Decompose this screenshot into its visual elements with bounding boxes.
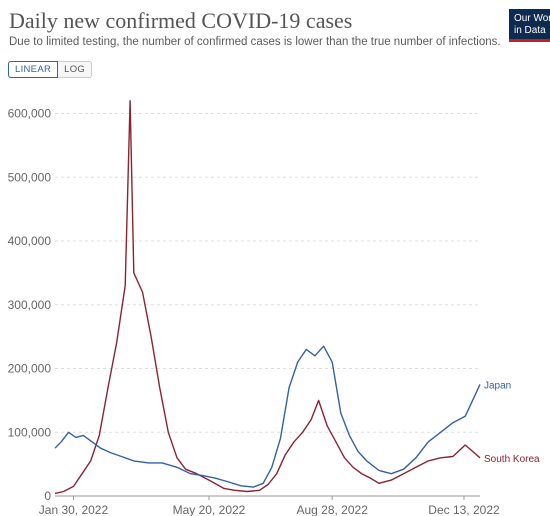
y-tick-label: 600,000 <box>8 107 52 121</box>
x-tick-label: Jan 30, 2022 <box>39 503 109 516</box>
logo-line-1: Our World <box>514 13 550 24</box>
x-tick-label: Dec 13, 2022 <box>428 503 500 516</box>
series-label-japan: Japan <box>484 380 511 391</box>
chart-title: Daily new confirmed COVID-19 cases <box>9 8 353 33</box>
series-line-japan[interactable] <box>54 345 481 488</box>
chart-subtitle: Due to limited testing, the number of co… <box>9 36 501 48</box>
logo-line-2: in Data <box>514 25 546 36</box>
series-line-south-korea[interactable] <box>54 100 481 495</box>
y-tick-label: 200,000 <box>8 362 52 376</box>
logo-accent-bar <box>509 39 550 42</box>
x-tick-label: May 20, 2022 <box>173 503 246 516</box>
y-tick-label: 300,000 <box>8 298 52 312</box>
log-scale-button[interactable]: LOG <box>58 61 93 78</box>
linear-scale-button[interactable]: LINEAR <box>8 61 59 78</box>
owid-logo[interactable]: Our World in Data <box>509 9 550 42</box>
y-tick-label: 100,000 <box>8 425 52 439</box>
scale-toggle: LINEAR LOG <box>8 61 93 78</box>
y-tick-label: 400,000 <box>8 234 52 248</box>
y-tick-label: 500,000 <box>8 170 52 184</box>
series-label-south-korea: South Korea <box>484 454 540 465</box>
x-tick-label: Aug 28, 2022 <box>296 503 368 516</box>
y-tick-label: 0 <box>44 489 51 503</box>
